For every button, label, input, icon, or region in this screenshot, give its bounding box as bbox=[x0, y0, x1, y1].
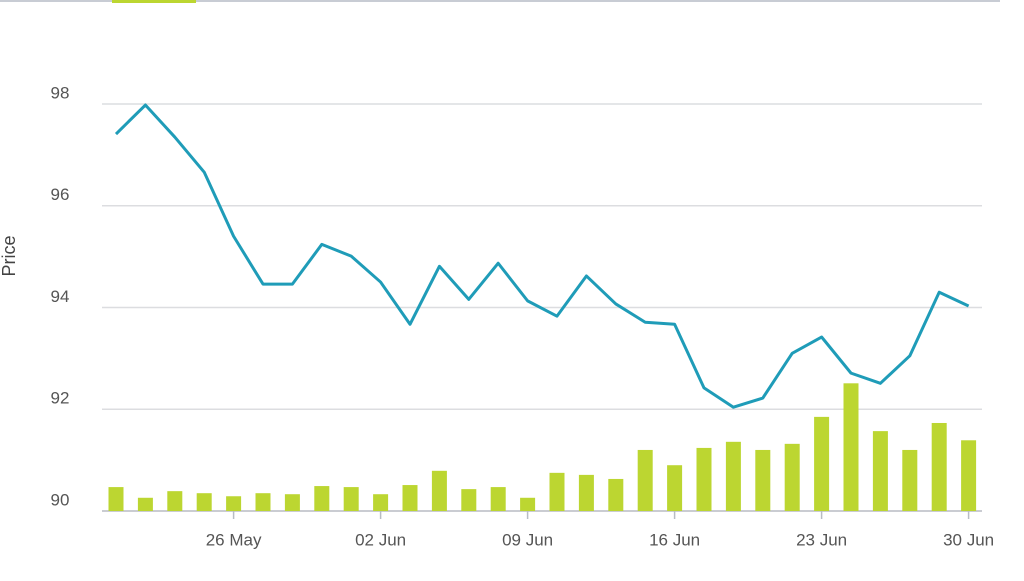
volume-bar bbox=[814, 416, 830, 511]
y-tick-label: 92 bbox=[51, 389, 70, 408]
active-tab-indicator bbox=[112, 0, 196, 3]
volume-bar bbox=[578, 474, 594, 511]
volume-bar bbox=[343, 487, 359, 511]
x-tick-label: 26 May bbox=[206, 530, 262, 549]
volume-bar bbox=[608, 478, 624, 511]
y-tick-label: 94 bbox=[51, 287, 70, 306]
x-tick-label: 16 Jun bbox=[649, 530, 700, 549]
y-tick-label: 90 bbox=[51, 490, 70, 509]
volume-bar bbox=[314, 486, 330, 511]
volume-bar bbox=[431, 470, 447, 511]
volume-bar bbox=[137, 497, 153, 511]
volume-bar bbox=[902, 449, 918, 511]
volume-bar bbox=[226, 496, 242, 511]
volume-bar bbox=[961, 440, 977, 511]
volume-bar bbox=[167, 491, 183, 511]
x-tick-label: 30 Jun bbox=[943, 530, 994, 549]
volume-bar bbox=[696, 447, 712, 511]
volume-bar bbox=[784, 443, 800, 511]
volume-bar bbox=[843, 383, 859, 511]
volume-bar bbox=[255, 493, 271, 511]
x-tick-label: 02 Jun bbox=[355, 530, 406, 549]
volume-bar bbox=[637, 449, 653, 511]
volume-bar bbox=[402, 485, 418, 511]
volume-bar bbox=[520, 497, 536, 511]
price-line bbox=[114, 103, 970, 409]
volume-bar bbox=[373, 494, 389, 511]
volume-bar bbox=[725, 441, 741, 511]
volume-bar bbox=[108, 487, 124, 511]
y-tick-label: 98 bbox=[51, 83, 70, 102]
x-tick-label: 23 Jun bbox=[796, 530, 847, 549]
volume-bar bbox=[667, 465, 683, 511]
y-tick-label: 96 bbox=[51, 185, 70, 204]
volume-bar bbox=[490, 487, 506, 511]
volume-bar bbox=[284, 494, 300, 511]
volume-bar bbox=[755, 449, 771, 511]
volume-bar bbox=[872, 431, 888, 511]
volume-bar bbox=[931, 422, 947, 511]
y-axis-label: Price bbox=[0, 235, 19, 276]
volume-bar bbox=[196, 493, 212, 511]
volume-bar bbox=[549, 472, 565, 511]
x-tick-label: 09 Jun bbox=[502, 530, 553, 549]
volume-bar bbox=[461, 489, 477, 511]
